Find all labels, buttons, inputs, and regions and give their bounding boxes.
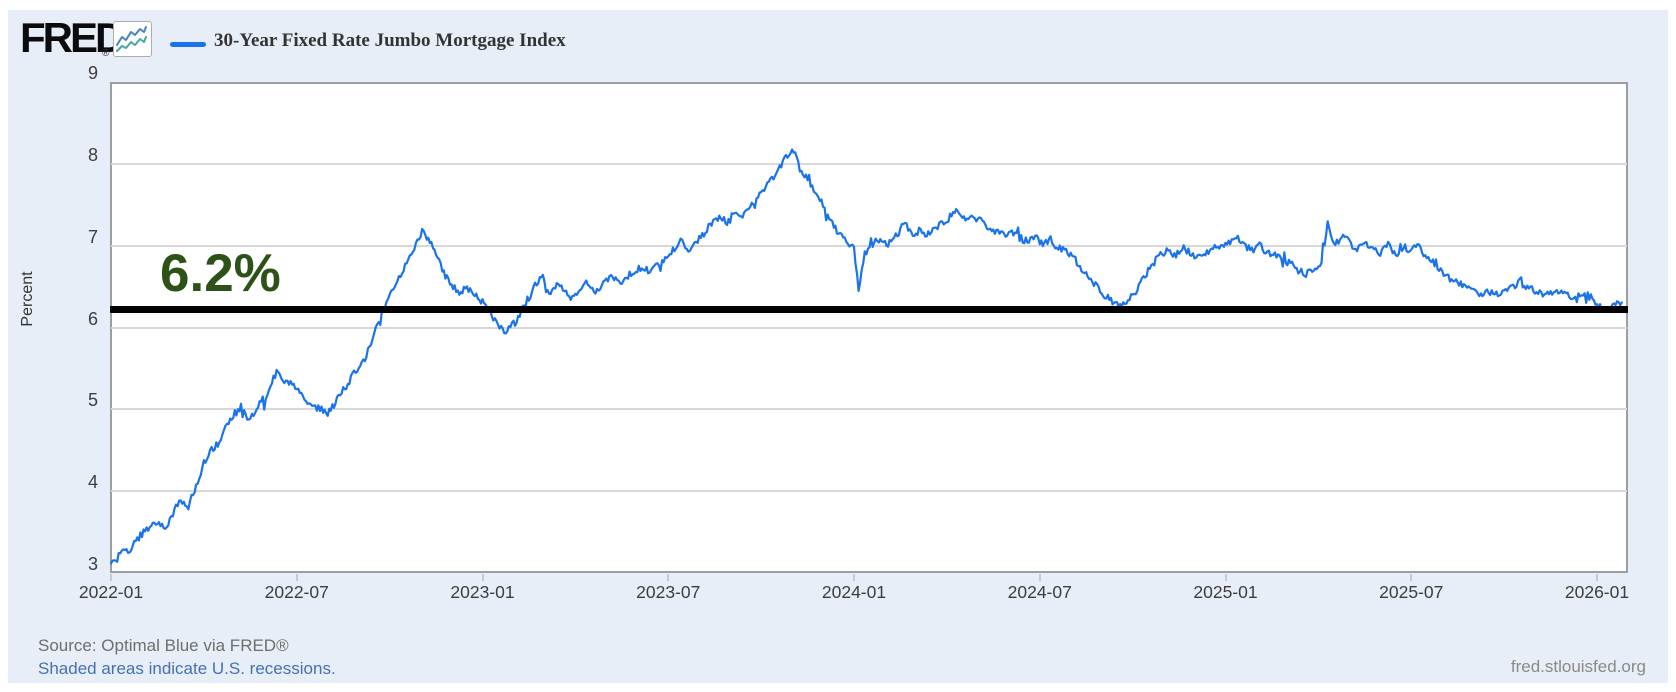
y-tick-label-5: 5 [87, 390, 98, 411]
y-tick-label-4: 4 [87, 472, 98, 493]
source-attribution: Source: Optimal Blue via FRED® [38, 636, 289, 655]
y-axis-title: Percent [19, 271, 36, 327]
x-tick-mark-2025-01 [1224, 574, 1227, 581]
x-tick-mark-2024-01 [853, 574, 855, 581]
y-gridline-8 [111, 162, 1627, 165]
x-tick-label-2022-01: 2022-01 [78, 582, 144, 602]
x-tick-mark-2025-07 [1410, 574, 1413, 581]
y-gridline-4 [111, 490, 1627, 493]
x-tick-label-2022-07: 2022-07 [264, 582, 329, 602]
x-tick-label-2026-01: 2026-01 [1564, 582, 1630, 602]
y-gridline-5 [111, 408, 1627, 411]
x-tick-label-2023-07: 2023-07 [636, 582, 701, 602]
recessions-note-link[interactable]: Shaded areas indicate U.S. recessions. [38, 659, 336, 678]
legend-series-label[interactable]: 30-Year Fixed Rate Jumbo Mortgage Index [214, 30, 566, 51]
x-tick-label-2024-01: 2024-01 [821, 582, 887, 602]
y-tick-label-3: 3 [87, 554, 98, 574]
x-tick-mark-2022-01 [110, 574, 112, 581]
y-tick-label-7: 7 [87, 226, 98, 247]
y-tick-label-8: 8 [87, 144, 98, 165]
fred-sparkline-icon [113, 21, 152, 57]
legend-line-swatch [170, 42, 206, 47]
reference-line-label: 6.2% [160, 244, 281, 303]
y-gridline-6 [111, 326, 1627, 329]
x-tick-label-2024-07: 2024-07 [1007, 582, 1072, 602]
fred-logo[interactable]: FRED [20, 14, 125, 61]
x-tick-mark-2024-07 [1038, 574, 1041, 581]
y-tick-label-9: 9 [87, 63, 98, 83]
x-tick-mark-2023-01 [481, 574, 484, 581]
x-tick-mark-2026-01 [1596, 574, 1598, 581]
x-tick-label-2025-01: 2025-01 [1193, 582, 1258, 602]
x-tick-mark-2023-07 [667, 574, 670, 581]
y-tick-label-6: 6 [87, 308, 98, 329]
reference-line-6-2-percent [110, 306, 1628, 313]
x-tick-label-2025-07: 2025-07 [1379, 582, 1444, 602]
x-tick-mark-2022-07 [295, 574, 298, 581]
registered-trademark: ® [102, 48, 110, 59]
fred-site-link[interactable]: fred.stlouisfed.org [1510, 657, 1646, 676]
mortgage-rate-line-series [110, 148, 1623, 565]
x-tick-label-2023-01: 2023-01 [450, 582, 515, 602]
